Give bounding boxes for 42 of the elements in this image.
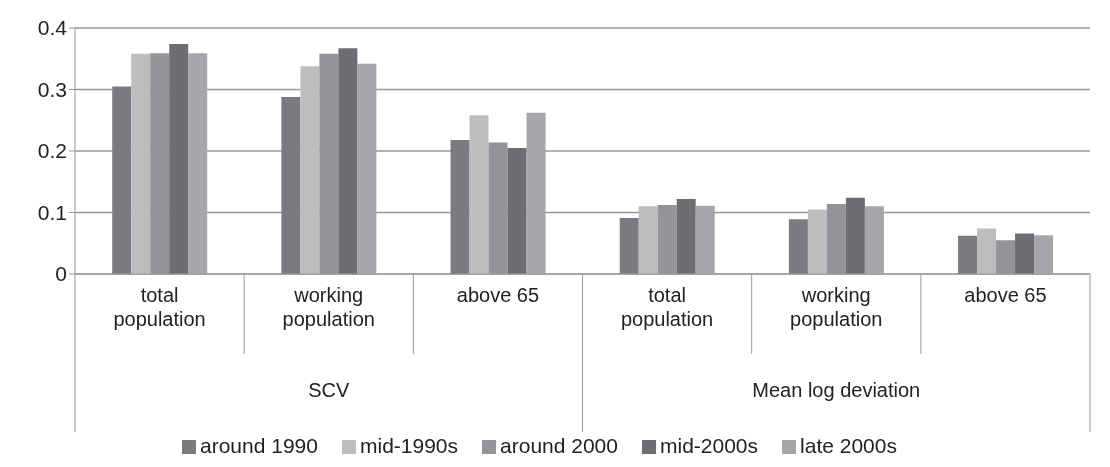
- y-tick-label: 0.2: [37, 139, 67, 163]
- bar: [169, 43, 189, 274]
- bar: [958, 235, 978, 274]
- bar: [807, 209, 827, 274]
- x-tick-label: total population: [113, 284, 206, 331]
- bar: [864, 206, 884, 274]
- bar: [469, 115, 489, 274]
- text: SCV: [308, 379, 350, 401]
- x-tick-label: total population: [620, 284, 714, 331]
- text: Mean log deviation: [752, 379, 921, 401]
- legend-label: mid-1990s: [359, 434, 459, 457]
- bar: [845, 197, 865, 274]
- bar: [281, 96, 301, 274]
- bar: [977, 228, 997, 274]
- legend-label: mid-2000s: [659, 434, 759, 457]
- bar: [507, 147, 527, 274]
- bar: [450, 139, 470, 274]
- y-tick-label: 0.1: [37, 200, 67, 224]
- x-tick-label: above 65: [964, 284, 1047, 307]
- y-tick-label: 0.3: [37, 77, 67, 101]
- bar: [526, 112, 546, 274]
- bar: [1034, 235, 1054, 274]
- bar: [695, 205, 715, 274]
- bar: [188, 53, 208, 274]
- x-tick-label: working population: [282, 284, 375, 331]
- bar: [357, 63, 377, 274]
- bar: [788, 219, 808, 274]
- legend-label: around 2000: [500, 434, 618, 457]
- bar: [112, 86, 132, 274]
- y-tick-label: 0.4: [37, 16, 68, 40]
- legend-label: around 1990: [200, 434, 318, 457]
- bar: [338, 48, 358, 274]
- bar: [619, 218, 639, 274]
- x-tick-label: working population: [790, 284, 883, 331]
- y-tick-label: 0: [55, 262, 67, 286]
- bar: [676, 198, 696, 274]
- bar: [1015, 233, 1035, 274]
- legend-label: late 2000s: [800, 434, 897, 457]
- bar: [131, 53, 151, 274]
- bar: [638, 206, 658, 274]
- x-tick-label: above 65: [456, 284, 540, 307]
- bar: [300, 66, 320, 274]
